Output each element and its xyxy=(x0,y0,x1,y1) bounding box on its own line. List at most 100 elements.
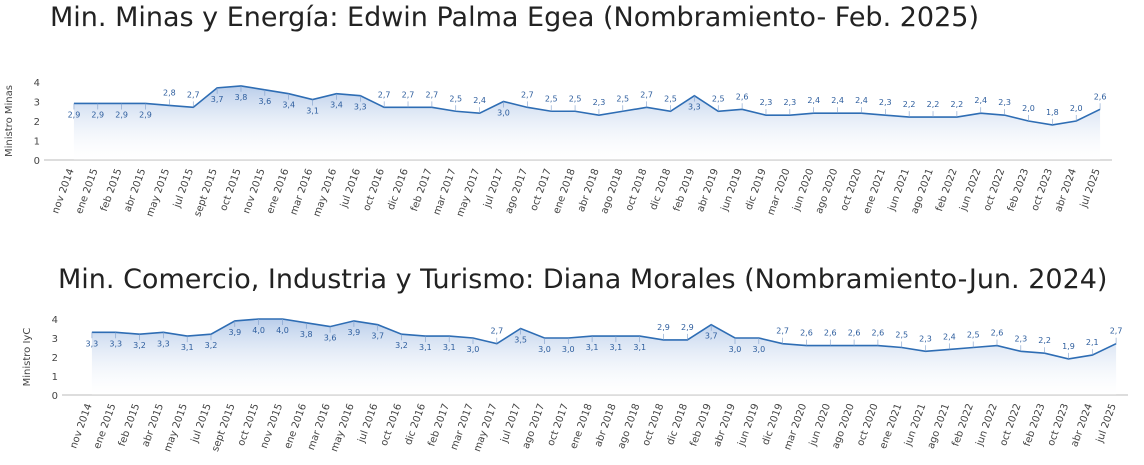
value-label: 2,4 xyxy=(855,96,868,105)
y-tick-label: 4 xyxy=(34,78,40,89)
x-tick-label: oct 2018 xyxy=(624,167,649,212)
value-label: 3,7 xyxy=(705,332,718,341)
value-label: 2,7 xyxy=(521,90,534,99)
x-tick-label: may 2015 xyxy=(162,402,190,453)
x-tick-label: ene 2015 xyxy=(92,402,119,450)
value-label: 4,0 xyxy=(252,326,265,335)
x-tick-label: may 2017 xyxy=(455,167,483,218)
value-label: 2,6 xyxy=(848,329,861,338)
x-tick-label: jul 2017 xyxy=(499,402,524,445)
x-tick-label: abr 2019 xyxy=(712,402,738,448)
x-tick-label: nov 2014 xyxy=(68,402,94,450)
x-tick-label: abr 2015 xyxy=(123,167,149,213)
value-label: 2,6 xyxy=(824,329,837,338)
x-tick-label: ene 2021 xyxy=(862,167,889,215)
x-tick-label: jul 2015 xyxy=(172,167,197,210)
value-label: 2,7 xyxy=(187,90,200,99)
x-tick-label: abr 2018 xyxy=(593,402,619,448)
x-tick-label: jul 2025 xyxy=(1094,402,1119,445)
value-label: 3,1 xyxy=(610,343,623,352)
value-label: 2,6 xyxy=(800,329,813,338)
value-label: 2,2 xyxy=(927,100,940,109)
x-tick-label: ene 2018 xyxy=(568,402,595,450)
x-tick-label: abr 2019 xyxy=(695,167,721,213)
x-tick-label: mar 2017 xyxy=(449,402,476,451)
value-label: 2,6 xyxy=(1094,92,1107,101)
x-tick-label: feb 2022 xyxy=(934,167,960,213)
x-tick-label: jun 2020 xyxy=(791,167,817,213)
value-label: 2,5 xyxy=(664,94,677,103)
x-tick-label: abr 2015 xyxy=(140,402,166,448)
x-tick-label: may 2015 xyxy=(145,167,173,218)
x-tick-label: mar 2017 xyxy=(432,167,459,216)
value-label: 2,5 xyxy=(545,94,558,103)
x-tick-label: sept 2015 xyxy=(210,402,238,453)
value-label: 3,2 xyxy=(133,341,146,350)
x-tick-label: oct 2020 xyxy=(855,402,880,447)
x-tick-label: oct 2018 xyxy=(641,402,666,447)
x-tick-label: ago 2020 xyxy=(830,402,856,450)
x-tick-label: ago 2020 xyxy=(814,167,840,215)
y-tick-label: 3 xyxy=(34,98,40,109)
y-tick-label: 2 xyxy=(34,117,40,128)
value-label: 3,1 xyxy=(586,343,599,352)
value-label: 3,2 xyxy=(205,341,218,350)
x-tick-label: feb 2017 xyxy=(426,402,452,448)
value-label: 2,7 xyxy=(426,90,439,99)
value-label: 3,2 xyxy=(395,341,408,350)
x-tick-label: jul 2016 xyxy=(339,167,364,210)
value-label: 3,4 xyxy=(330,101,343,110)
line xyxy=(91,318,1117,360)
y-tick-label: 0 xyxy=(52,391,58,402)
value-label: 3,0 xyxy=(562,345,575,354)
value-label: 3,3 xyxy=(86,339,99,348)
value-label: 2,7 xyxy=(490,327,503,336)
x-tick-label: oct 2023 xyxy=(1030,167,1055,212)
y-tick-label: 1 xyxy=(52,372,58,383)
value-label: 3,0 xyxy=(729,345,742,354)
value-label: 3,4 xyxy=(282,101,295,110)
value-label: 2,5 xyxy=(895,331,908,340)
value-label: 3,3 xyxy=(688,103,701,112)
value-label: 2,3 xyxy=(593,98,606,107)
x-tick-label: oct 2022 xyxy=(998,402,1023,447)
x-tick-label: may 2016 xyxy=(329,402,357,453)
x-tick-label: sept 2015 xyxy=(192,167,220,218)
value-label: 2,6 xyxy=(736,92,749,101)
x-tick-label: oct 2020 xyxy=(839,167,864,212)
x-tick-label: oct 2016 xyxy=(379,402,404,447)
value-label: 2,4 xyxy=(473,96,486,105)
value-label: 2,7 xyxy=(640,90,653,99)
x-tick-label: ago 2018 xyxy=(599,167,625,215)
y-tick-label: 3 xyxy=(52,334,58,345)
x-tick-label: abr 2024 xyxy=(1069,402,1095,448)
x-tick-label: dic 2019 xyxy=(744,167,769,211)
y-tick-label: 2 xyxy=(52,353,58,364)
value-label: 2,5 xyxy=(616,94,629,103)
value-label: 3,3 xyxy=(354,103,367,112)
x-tick-label: dic 2018 xyxy=(665,402,690,446)
x-tick-label: dic 2018 xyxy=(648,167,673,211)
x-tick-label: nov 2015 xyxy=(241,167,267,215)
x-tick-label: feb 2022 xyxy=(950,402,976,448)
area xyxy=(73,85,1101,160)
value-label: 2,5 xyxy=(449,94,462,103)
x-tick-label: may 2017 xyxy=(472,402,500,453)
value-label: 2,9 xyxy=(139,110,152,119)
x-tick-label: feb 2019 xyxy=(672,167,698,213)
value-label: 3,1 xyxy=(633,343,646,352)
x-tick-label: nov 2015 xyxy=(259,402,285,450)
x-tick-label: abr 2018 xyxy=(576,167,602,213)
value-label: 2,6 xyxy=(991,329,1004,338)
x-tick-label: ene 2016 xyxy=(283,402,310,450)
x-tick-label: feb 2017 xyxy=(409,167,435,213)
value-label: 3,0 xyxy=(538,345,551,354)
x-tick-label: oct 2016 xyxy=(362,167,387,212)
value-label: 1,9 xyxy=(1062,342,1075,351)
value-label: 2,4 xyxy=(831,96,844,105)
y-tick-label: 1 xyxy=(34,137,40,148)
x-tick-label: ago 2018 xyxy=(616,402,642,450)
value-label: 2,4 xyxy=(943,332,956,341)
x-tick-label: jun 2019 xyxy=(719,167,745,213)
